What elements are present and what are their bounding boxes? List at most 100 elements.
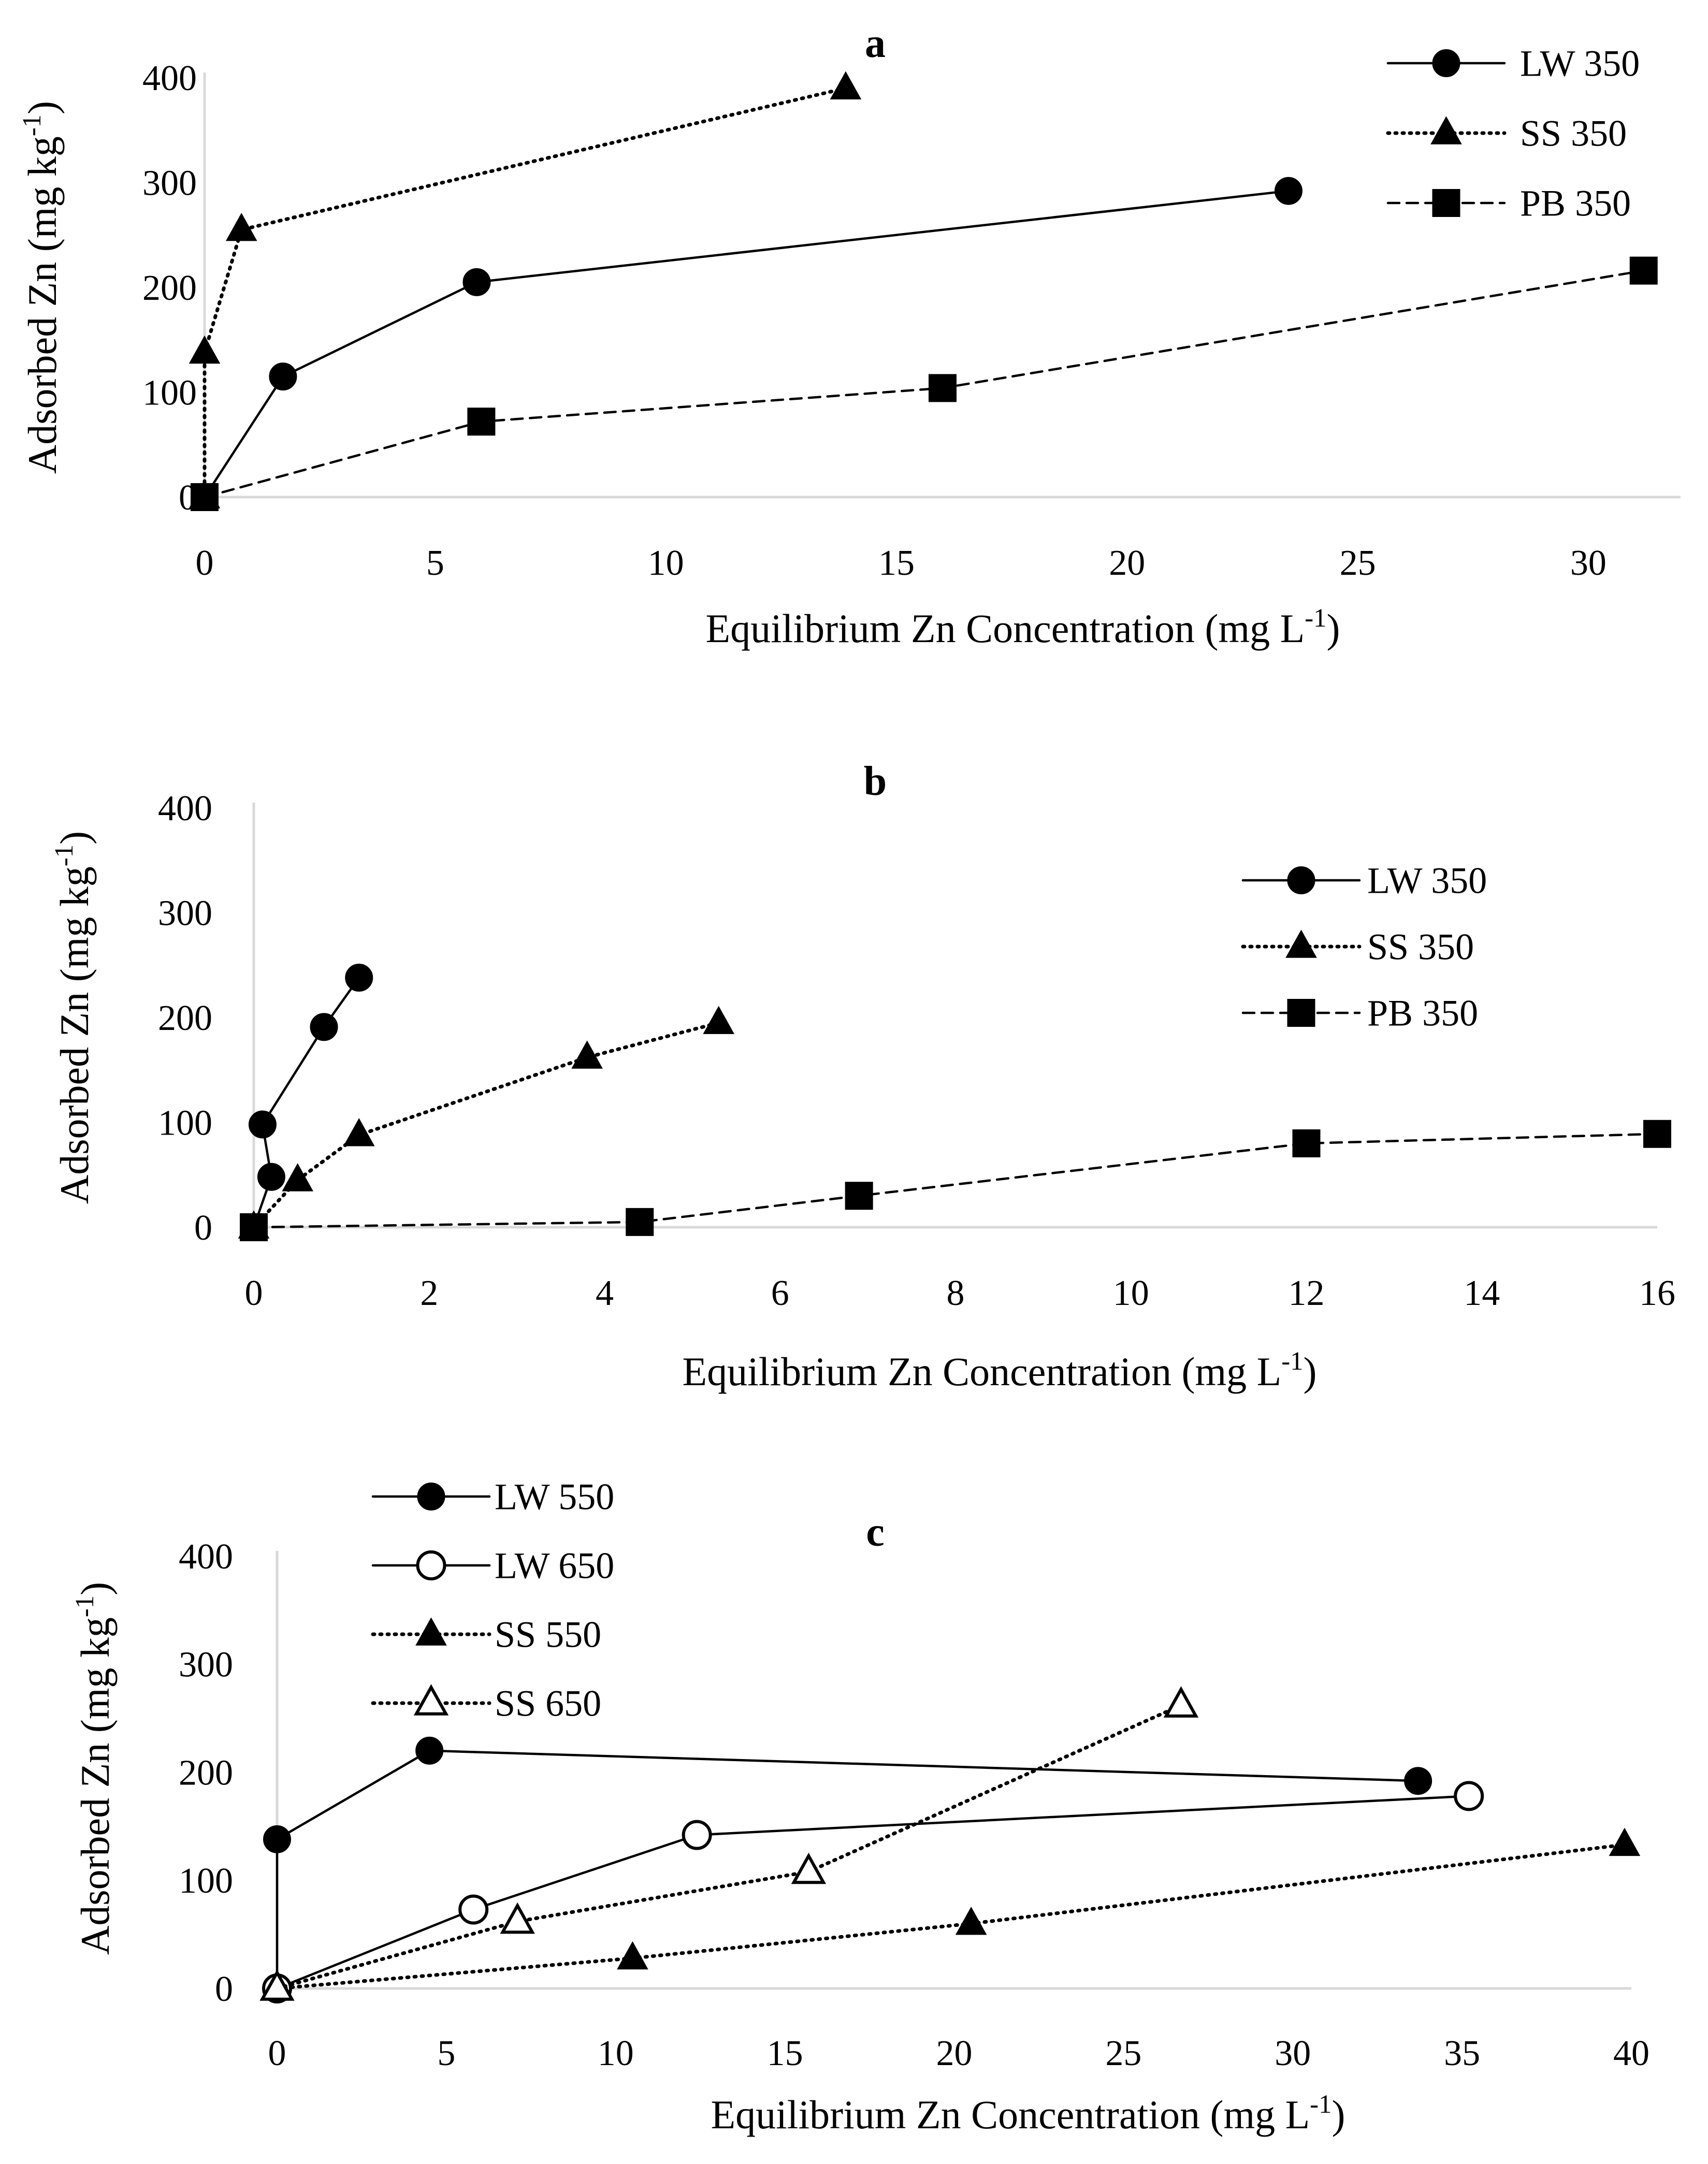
data-point	[1629, 256, 1658, 285]
legend-item: PB 350	[1386, 182, 1631, 224]
legend-marker	[1287, 999, 1315, 1027]
y-tick-label: 300	[179, 1645, 233, 1685]
data-point	[1404, 1767, 1432, 1795]
y-tick-label: 400	[142, 59, 197, 98]
data-point	[462, 268, 491, 296]
legend-marker	[1287, 866, 1315, 894]
x-axis-label: Equilibrium Zn Concentration (mg L-1)	[711, 2089, 1345, 2137]
data-point	[269, 362, 297, 391]
x-axis-label: Equilibrium Zn Concentration (mg L-1)	[682, 1346, 1316, 1394]
data-point	[500, 1902, 535, 1934]
y-tick-label: 100	[179, 1861, 233, 1901]
data-point	[929, 374, 957, 402]
x-tick-label: 10	[598, 2034, 634, 2073]
legend-label: SS 550	[495, 1614, 601, 1655]
y-tick-label: 200	[142, 268, 197, 308]
legend-label: LW 350	[1367, 860, 1487, 901]
x-tick-label: 8	[947, 1273, 965, 1313]
legend-item: LW 350	[1241, 860, 1487, 901]
data-point	[626, 1208, 654, 1236]
data-point	[415, 1736, 444, 1765]
y-tick-label: 300	[158, 893, 212, 933]
legend-label: LW 650	[495, 1545, 614, 1586]
legend-marker	[416, 1550, 446, 1580]
data-point	[1643, 1120, 1671, 1148]
panel-label: b	[864, 759, 887, 804]
data-point	[1292, 1129, 1321, 1157]
y-tick-label: 0	[215, 1969, 233, 2009]
y-tick-label: 400	[179, 1537, 233, 1577]
data-point	[571, 1040, 603, 1069]
x-tick-label: 6	[771, 1273, 789, 1313]
y-tick-label: 300	[142, 163, 197, 203]
data-point	[845, 1182, 873, 1210]
legend-marker	[1432, 189, 1460, 217]
legend-item: SS 650	[371, 1682, 601, 1724]
x-tick-label: 14	[1464, 1273, 1500, 1313]
x-axis-label: Equilibrium Zn Concentration (mg L-1)	[705, 603, 1340, 651]
series-pb-350	[191, 256, 1658, 511]
series-ss-650	[259, 1686, 1199, 2001]
data-point	[1274, 177, 1302, 205]
chart-panel-c: 0 100 200 300 400 0 5 10 15 20 25 30 35 40 c Equilibriu…	[70, 1476, 1649, 2137]
x-tick-label: 0	[268, 2034, 286, 2073]
y-tick-label: 200	[158, 998, 212, 1038]
data-point	[467, 408, 496, 436]
x-tick-label: 25	[1340, 543, 1376, 583]
legend-item: LW 650	[371, 1545, 614, 1586]
data-point	[191, 483, 219, 511]
series-lw-350	[240, 964, 373, 1241]
chart-panel-b: 0 100 200 300 400 0 2 4 6 8 10 12 14 16 b Equilibrium Z…	[49, 759, 1675, 1394]
legend-marker	[1430, 116, 1462, 144]
data-point	[310, 1013, 338, 1041]
series-line	[276, 1749, 1420, 1990]
legend-marker	[1432, 49, 1460, 77]
data-point	[189, 335, 221, 364]
legend-label: LW 550	[495, 1476, 614, 1517]
x-tick-label: 30	[1275, 2034, 1311, 2073]
series-lw-550	[263, 1736, 1432, 2002]
legend-marker	[415, 1617, 447, 1646]
series-line	[203, 190, 1290, 499]
series-line	[276, 1795, 1470, 1990]
x-tick-label: 4	[596, 1273, 614, 1313]
legend-item: SS 550	[371, 1614, 601, 1655]
series-line	[275, 1703, 1183, 1991]
data-point	[345, 964, 373, 992]
legend-item: PB 350	[1241, 992, 1478, 1034]
legend-item: SS 350	[1386, 112, 1627, 154]
x-tick-label: 40	[1613, 2034, 1649, 2073]
data-point	[225, 212, 257, 241]
series-lw-650	[262, 1781, 1484, 2003]
data-point	[617, 1941, 648, 1970]
panel-label: a	[865, 21, 886, 66]
y-tick-label: 400	[158, 789, 212, 829]
x-tick-label: 2	[420, 1273, 438, 1313]
x-tick-label: 5	[426, 543, 444, 583]
data-point	[955, 1907, 987, 1935]
data-point	[282, 1163, 313, 1192]
data-point	[791, 1852, 827, 1884]
series-line	[202, 86, 848, 499]
legend: LW 550 LW 650 SS 550 SS 650	[371, 1476, 614, 1724]
x-tick-label: 10	[1113, 1273, 1149, 1313]
x-tick-label: 35	[1444, 2034, 1480, 2073]
series-line	[203, 269, 1645, 499]
y-axis-label: Adsorbed Zn (mg kg-1)	[49, 831, 97, 1204]
x-tick-label: 12	[1289, 1273, 1325, 1313]
y-axis-label: Adsorbed Zn (mg kg-1)	[17, 101, 65, 474]
x-tick-label: 16	[1639, 1273, 1675, 1313]
y-tick-label: 200	[179, 1753, 233, 1793]
y-axis-label: Adsorbed Zn (mg kg-1)	[70, 1582, 118, 1955]
x-tick-label: 25	[1105, 2034, 1141, 2073]
legend-item: LW 350	[1386, 42, 1640, 84]
legend-label: SS 650	[495, 1682, 601, 1724]
data-point	[703, 1006, 734, 1034]
data-point	[343, 1118, 375, 1146]
x-tick-label: 20	[1109, 543, 1145, 583]
series-ss-350	[238, 1006, 734, 1239]
legend-marker	[1285, 929, 1317, 958]
series-pb-350	[240, 1120, 1671, 1241]
x-tick-label: 0	[245, 1273, 263, 1313]
